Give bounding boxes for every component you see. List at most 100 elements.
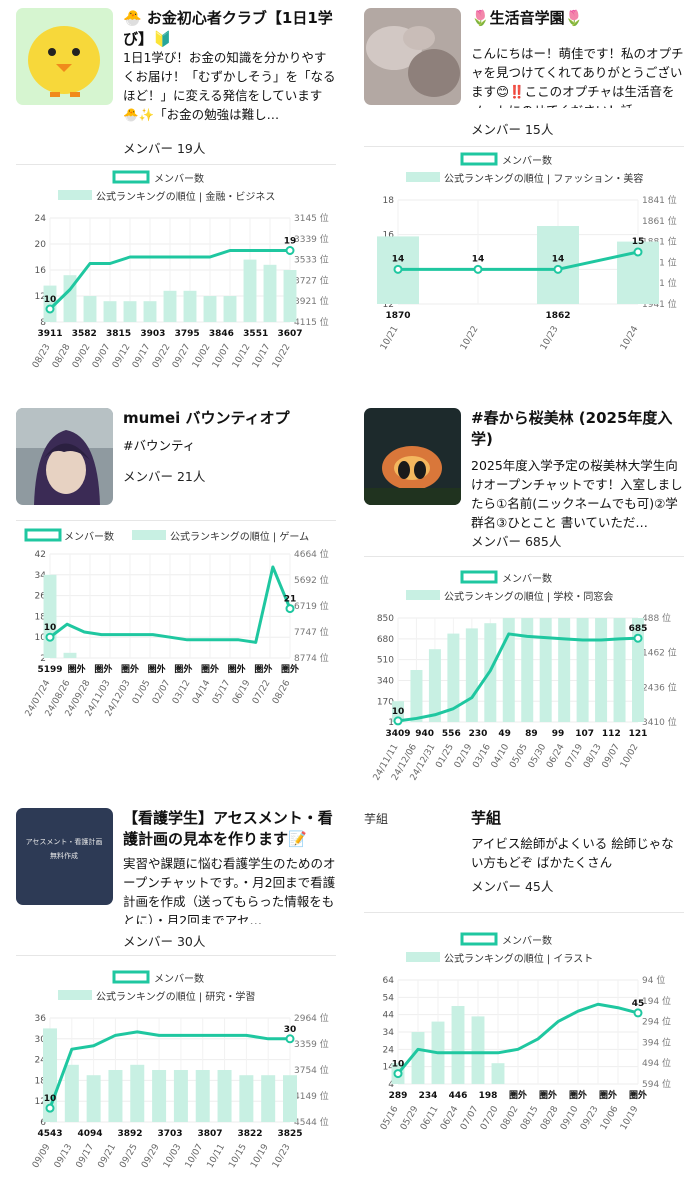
x-tick-label: 10/07 [184,1143,206,1170]
ranking-bar [123,301,137,322]
divider [364,912,684,913]
y-tick-label: 26 [35,592,47,602]
chat-title[interactable]: 🐣 お金初心者クラブ【1日1学び】🔰 [123,9,333,48]
rank-value-label: 3892 [117,1129,142,1139]
x-tick-label: 09/12 [111,343,133,370]
y-tick-label: 16 [383,231,395,241]
rank-value-label: 1870 [385,311,410,321]
x-tick-label: 09/29 [140,1142,162,1170]
x-tick-label: 03/12 [171,679,193,706]
rank-tick-label: 2436 位 [642,681,677,693]
y-tick-label: 170 [377,697,394,707]
member-ranking-chart: メンバー数 公式ランキングの順位 | 研究・学習 6 12 18 24 30 36 2964 位… [16,970,336,1204]
x-tick-label: 07/07 [459,1105,481,1132]
rank-value-label: 556 [442,729,461,739]
ranking-bar [203,296,217,322]
rank-value-label: 圏外 [121,663,139,675]
y-tick-label: 12 [383,300,394,310]
chat-title[interactable]: mumei バウンティオプ [123,409,290,427]
x-tick-label: 09/25 [118,1143,140,1170]
ranking-bar [502,618,515,722]
last-point [285,604,295,614]
x-tick-label: 09/22 [151,343,173,370]
rank-tick-label: 4544 位 [294,1116,329,1128]
ranking-bar [491,1063,505,1084]
rank-value-label: 3409 [385,729,410,739]
thumbnail[interactable] [364,408,461,505]
y-tick-label: 44 [383,1011,395,1021]
x-tick-label: 04/14 [191,678,213,706]
rank-value-label: 3825 [277,1129,302,1139]
thumbnail[interactable] [16,408,113,505]
ranking-bar [223,296,237,322]
rank-tick-label: 4664 位 [294,548,329,560]
divider [364,146,684,147]
rank-tick-label: 7747 位 [294,626,329,638]
chat-title[interactable]: #春から桜美林 (2025年度入学) [471,409,673,448]
divider [364,556,684,557]
ranking-legend-swatch [406,590,440,600]
x-tick-label: 05/17 [211,679,233,706]
chat-title[interactable]: 🌷生活音学園🌷 [471,9,584,27]
ranking-bar [447,633,460,722]
x-tick-label: 08/28 [539,1104,561,1132]
thumbnail[interactable] [364,8,461,105]
rank-value-label: 121 [629,729,648,739]
thumbnail[interactable]: 芋組 [364,808,461,905]
rank-value-label: 圏外 [254,663,272,675]
ranking-bar [261,1075,276,1122]
members-legend-swatch [460,932,498,946]
ranking-bar [108,1070,123,1122]
chat-description: #バウンティ [123,438,196,453]
y-tick-label: 8 [40,318,46,328]
ranking-bar [283,1075,297,1122]
x-tick-label: 05/29 [399,1104,421,1132]
rank-tick-label: 488 位 [642,612,671,624]
rank-value-label: 446 [449,1091,468,1101]
chat-title[interactable]: 芋組 [471,809,502,827]
x-tick-label: 08/23 [31,343,53,370]
last-data-label: 45 [632,999,645,1009]
rank-value-label: 圏外 [201,663,219,675]
data-label: 14 [392,254,405,264]
thumbnail[interactable]: アセスメント・看護計画 無料作成 [16,808,113,905]
member-count: メンバー 685人 [471,534,562,549]
data-label: 14 [472,254,485,264]
ranking-bar [471,1016,485,1084]
first-point [393,716,403,726]
data-point [393,264,403,274]
data-point [553,264,563,274]
members-legend-swatch [460,570,498,584]
y-tick-label: 20 [35,240,47,250]
members-legend-label: メンバー数 [154,972,204,985]
last-data-label: 30 [284,1025,297,1035]
y-tick-label: 30 [35,1035,47,1045]
rank-tick-label: 1462 位 [642,647,677,659]
rank-value-label: 198 [479,1091,498,1101]
rank-tick-label: 8774 位 [294,652,329,664]
first-point [45,304,55,314]
thumbnail[interactable] [16,8,113,105]
members-legend-label: メンバー数 [64,530,114,543]
rank-value-label: 3807 [197,1129,222,1139]
member-count: メンバー 19人 [123,141,206,156]
last-point [285,246,295,255]
broken-image-icon: 芋組 [364,812,389,826]
ranking-bar [243,259,257,322]
rank-value-label: 3703 [157,1129,182,1139]
ranking-bar [521,618,534,722]
rank-tick-label: 494 位 [642,1057,671,1069]
members-legend-swatch [112,170,150,184]
rank-value-label: 圏外 [228,663,246,675]
first-data-label: 10 [44,623,57,633]
first-point [393,1069,403,1079]
rank-value-label: 4543 [37,1129,62,1139]
ranking-bar [539,618,552,722]
rank-tick-label: 3921 位 [294,295,329,307]
chat-title[interactable]: 【看護学生】アセスメント・看護計画の見本を作ります📝 [123,809,333,848]
x-tick-label: 09/09 [31,1142,53,1170]
member-count: メンバー 21人 [123,469,206,484]
y-tick-label: 510 [377,656,394,666]
avatar-icon [16,408,113,505]
